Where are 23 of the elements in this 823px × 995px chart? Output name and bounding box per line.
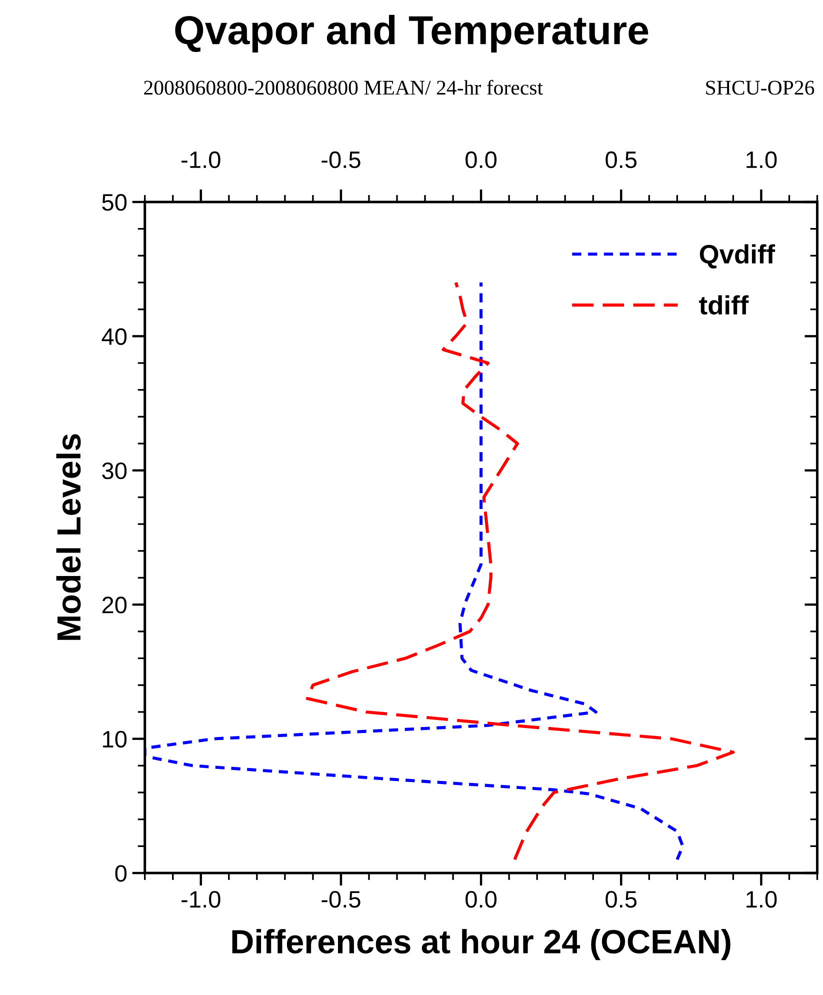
y-tick-label: 50 [102, 194, 127, 211]
legend-label: Qvdiff [700, 244, 776, 269]
y-axis-title: Model Levels [56, 434, 81, 640]
y-tick-label: 0 [115, 865, 127, 882]
chart-title: Qvapor and Temperature [175, 14, 648, 52]
x-tick-label: -1.0 [182, 891, 220, 908]
text: SHCU-OP26 [706, 80, 814, 95]
x2-tick-label: -0.5 [322, 151, 360, 168]
y-tick-label: 10 [103, 730, 127, 748]
x-tick-label: 0.0 [466, 891, 497, 908]
x-tick-label: 1.0 [746, 891, 777, 908]
legend-label: tdiff [699, 295, 749, 315]
x2-tick-label: 0.0 [466, 151, 497, 168]
x2-tick-label: 0.5 [606, 151, 637, 168]
chart-subtitle: 2008060800-2008060800 MEAN/ 24-hr forecst [144, 80, 543, 95]
x-axis-title: Differences at hour 24 (OCEAN) [232, 929, 730, 960]
x-tick-label: 0.5 [606, 891, 637, 908]
x2-tick-label: -1.0 [182, 151, 220, 168]
y-tick-label: 40 [102, 328, 127, 345]
x-tick-label: -0.5 [322, 891, 360, 908]
y-tick-label: 30 [102, 462, 127, 480]
y-tick-label: 20 [102, 596, 127, 614]
x2-tick-label: 1.0 [746, 151, 777, 168]
